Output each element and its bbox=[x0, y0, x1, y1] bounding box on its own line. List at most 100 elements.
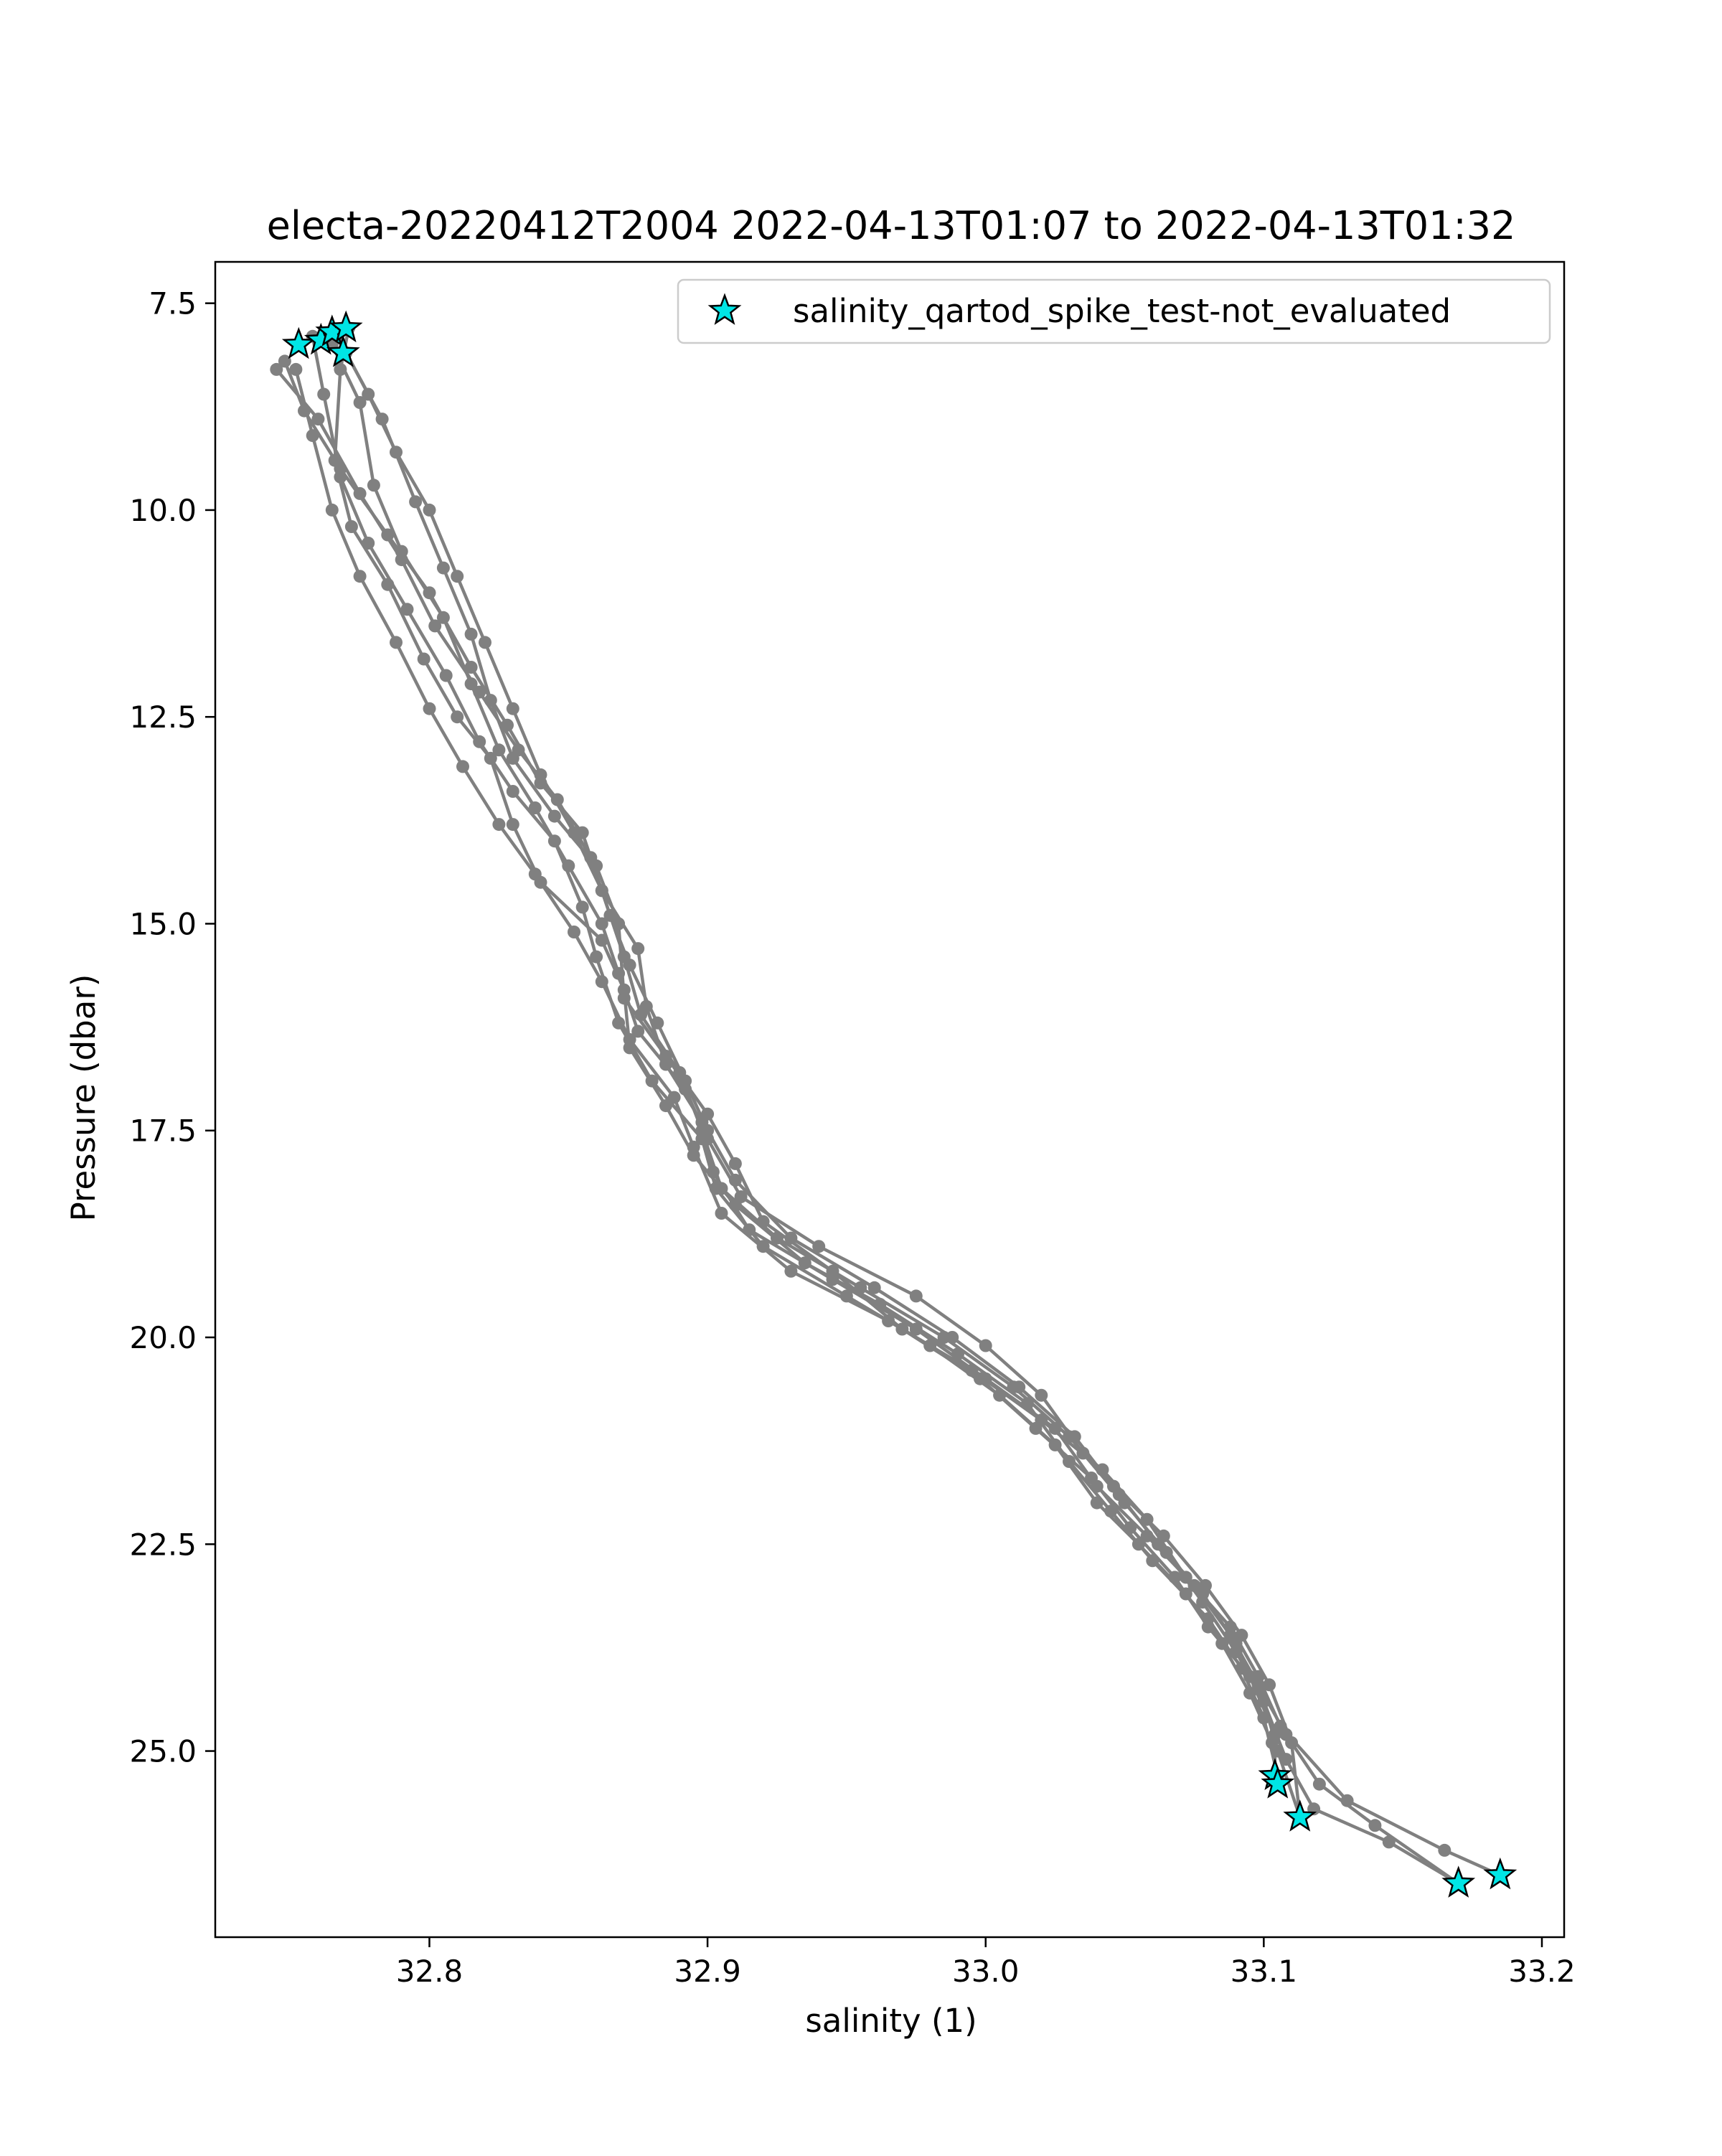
series-line bbox=[294, 369, 1501, 1877]
data-point bbox=[390, 636, 403, 649]
data-point bbox=[909, 1322, 923, 1336]
data-point bbox=[1243, 1670, 1256, 1683]
data-point bbox=[1007, 1380, 1020, 1394]
data-point bbox=[595, 884, 608, 898]
y-tick-label: 10.0 bbox=[129, 493, 197, 528]
data-point bbox=[1285, 1736, 1299, 1749]
data-point bbox=[1029, 1421, 1043, 1435]
data-point bbox=[492, 818, 506, 832]
series-profile-8 bbox=[331, 329, 1307, 1824]
data-point bbox=[784, 1231, 798, 1245]
data-point bbox=[534, 768, 547, 781]
data-point bbox=[673, 1066, 687, 1079]
legend: salinity_qartod_spike_test-not_evaluated bbox=[677, 278, 1551, 344]
data-point bbox=[979, 1339, 992, 1352]
data-point bbox=[528, 801, 542, 814]
data-point bbox=[617, 992, 631, 1005]
data-point bbox=[362, 387, 375, 401]
legend-star-shape bbox=[707, 293, 742, 325]
data-point bbox=[651, 1016, 664, 1030]
data-point bbox=[423, 702, 436, 715]
flagged-markers bbox=[281, 310, 1518, 1898]
profile-lines bbox=[270, 321, 1507, 1890]
data-point bbox=[909, 1289, 923, 1303]
data-point bbox=[715, 1207, 728, 1220]
data-point bbox=[1312, 1777, 1326, 1791]
plot-frame bbox=[214, 260, 1566, 1939]
data-point bbox=[506, 818, 519, 832]
data-point bbox=[974, 1372, 987, 1385]
data-point bbox=[687, 1140, 700, 1154]
data-point bbox=[562, 859, 575, 872]
data-point bbox=[311, 413, 325, 426]
data-point bbox=[1368, 1819, 1382, 1832]
y-tick-label: 17.5 bbox=[129, 1114, 197, 1149]
y-tick-label: 20.0 bbox=[129, 1320, 197, 1355]
series-line bbox=[344, 352, 1277, 1776]
data-point bbox=[436, 561, 450, 575]
data-point bbox=[451, 710, 464, 724]
data-point bbox=[400, 603, 414, 616]
legend-box bbox=[677, 278, 1551, 344]
data-point bbox=[895, 1322, 909, 1336]
data-point bbox=[484, 694, 497, 707]
y-axis-label: Pressure (dbar) bbox=[65, 974, 103, 1222]
data-point bbox=[623, 1032, 636, 1046]
data-point bbox=[695, 1124, 709, 1137]
data-point bbox=[390, 446, 403, 459]
x-axis-ticks: 32.8 32.9 33.0 33.1 33.2 bbox=[396, 1937, 1576, 1989]
data-point bbox=[812, 1240, 826, 1253]
data-point bbox=[506, 751, 519, 765]
y-tick-label: 25.0 bbox=[129, 1734, 197, 1769]
data-point bbox=[528, 867, 542, 881]
data-point bbox=[882, 1314, 895, 1327]
data-point bbox=[439, 669, 453, 682]
data-point bbox=[506, 702, 519, 715]
data-point bbox=[428, 619, 442, 633]
data-point bbox=[728, 1173, 742, 1187]
data-point bbox=[506, 785, 519, 798]
data-point bbox=[595, 975, 608, 989]
data-point bbox=[353, 486, 367, 500]
data-point bbox=[617, 950, 631, 964]
data-point bbox=[631, 1025, 645, 1038]
flagged-star-marker bbox=[1261, 1766, 1295, 1799]
y-tick-label: 12.5 bbox=[129, 700, 197, 735]
chart-title: electa-20220412T2004 2022-04-13T01:07 to… bbox=[267, 203, 1516, 248]
data-point bbox=[1168, 1571, 1182, 1584]
flagged-star-marker bbox=[281, 326, 316, 359]
data-point bbox=[344, 520, 358, 533]
y-tick-label: 22.5 bbox=[129, 1527, 197, 1562]
data-point bbox=[473, 685, 486, 699]
data-point bbox=[547, 809, 561, 823]
data-point bbox=[362, 537, 375, 550]
data-point bbox=[645, 1074, 659, 1088]
data-point bbox=[631, 942, 645, 956]
data-point bbox=[568, 926, 580, 938]
data-point bbox=[1382, 1835, 1396, 1849]
data-point bbox=[289, 362, 303, 376]
data-point bbox=[1235, 1629, 1248, 1642]
x-tick-label: 32.9 bbox=[674, 1954, 741, 1989]
data-point bbox=[353, 396, 367, 409]
data-point bbox=[492, 743, 506, 757]
data-point bbox=[743, 1223, 756, 1237]
data-point bbox=[409, 495, 423, 509]
data-point bbox=[728, 1157, 742, 1170]
data-point bbox=[854, 1281, 867, 1294]
data-point bbox=[1107, 1479, 1120, 1493]
flagged-star-marker bbox=[329, 310, 363, 343]
data-point bbox=[1085, 1472, 1098, 1484]
data-point bbox=[395, 553, 408, 567]
x-axis-label: salinity (1) bbox=[805, 2002, 977, 2040]
data-point bbox=[1199, 1578, 1212, 1592]
data-point bbox=[353, 570, 367, 583]
data-point bbox=[456, 760, 469, 773]
data-point bbox=[1279, 1753, 1293, 1766]
x-tick-label: 33.1 bbox=[1231, 1954, 1298, 1989]
data-point bbox=[667, 1091, 681, 1104]
flagged-star-marker bbox=[326, 335, 360, 367]
data-point bbox=[575, 900, 589, 914]
